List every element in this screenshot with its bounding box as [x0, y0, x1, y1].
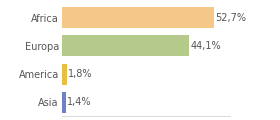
Bar — [62, 35, 189, 57]
Text: 44,1%: 44,1% — [190, 41, 221, 51]
Text: 52,7%: 52,7% — [215, 13, 246, 23]
Text: 1,4%: 1,4% — [67, 97, 91, 107]
Bar — [62, 92, 66, 113]
Bar — [62, 63, 67, 85]
Bar — [62, 7, 214, 28]
Text: 1,8%: 1,8% — [68, 69, 92, 79]
